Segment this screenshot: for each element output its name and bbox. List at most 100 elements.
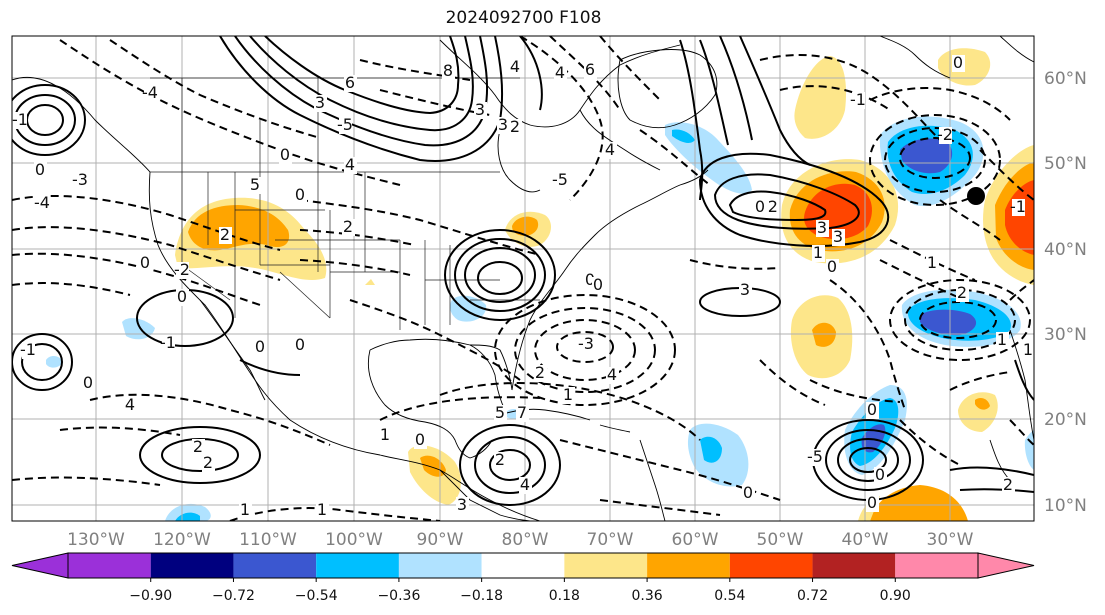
contour-label: 0 [177, 287, 187, 306]
contour-label: -1 [12, 110, 28, 129]
contour-label: 1 [927, 253, 937, 272]
colorbar-segment [647, 553, 730, 578]
contour-label: 4 [555, 63, 565, 82]
lon-label: 90°W [417, 530, 464, 550]
colorbar-segment [316, 553, 399, 578]
contour-label: 3 [315, 93, 325, 112]
colorbar-label: −0.90 [129, 588, 172, 604]
contour-label: 0 [280, 145, 290, 164]
colorbar-segment [812, 553, 896, 578]
contour-label: 2 [510, 117, 520, 136]
colorbar-segment [895, 553, 978, 578]
contour-label: 0 [295, 185, 305, 204]
lat-label: 40°N [1044, 240, 1087, 260]
contour-label: -5 [337, 115, 353, 134]
map-frame [11, 35, 1035, 522]
shade-natl-pos [794, 56, 847, 139]
contour-label: 3 [833, 227, 843, 246]
shade-atl-neg-n3 [900, 138, 953, 174]
shade-atl-neg-m3 [920, 309, 977, 336]
contour-label: 1 [1023, 340, 1033, 359]
lat-label: 60°N [1044, 69, 1087, 89]
contour-label: 3 [498, 115, 508, 134]
shade-atl-pos-m2 [812, 322, 836, 347]
contour-label: 0 [295, 335, 305, 354]
lon-label: 60°W [672, 530, 719, 550]
colorbar-segment [729, 553, 813, 578]
contour-label: -3 [72, 170, 88, 189]
colorbar-label: −0.54 [295, 588, 338, 604]
contour-label: 3 [817, 218, 827, 237]
colorbar-over-arrow [977, 552, 1035, 579]
contour-label: 2 [957, 283, 967, 302]
contour-label: 3 [475, 100, 485, 119]
colorbar-segment [481, 553, 565, 578]
contour-label: 2 [203, 453, 213, 472]
lon-label: 130°W [67, 530, 125, 550]
contour-label: 2 [193, 437, 203, 456]
contour-label: -2 [937, 125, 953, 144]
lon-label: 70°W [587, 530, 634, 550]
shade-se-pos2 [975, 398, 990, 410]
contour-label: 2 [343, 217, 353, 236]
graticule [12, 36, 1034, 521]
coastlines [12, 36, 1034, 521]
contour-label: 7 [517, 403, 527, 422]
shade-pacific-neg2 [46, 356, 63, 368]
lon-label: 50°W [757, 530, 804, 550]
contour-label: 0 [743, 483, 753, 502]
shade-west-us-core [188, 205, 290, 251]
colorbar-segment [68, 553, 151, 578]
contour-label: 0 [255, 337, 265, 356]
contour-label: 4 [510, 57, 520, 76]
colorbar-label: 0.90 [880, 588, 911, 604]
colorbar-segment [398, 553, 482, 578]
contour-label: 4 [607, 365, 617, 384]
map-title: 2024092700 F108 [445, 8, 602, 28]
colorbar-label: 0.54 [714, 588, 745, 604]
lat-label: 30°N [1044, 325, 1087, 345]
contour-label: -1 [850, 90, 866, 109]
contour-label: 4 [605, 140, 615, 159]
contour-label: 2 [535, 363, 545, 382]
contour-label: 3 [740, 280, 750, 299]
black-dot-icon [967, 187, 985, 205]
lon-label: 40°W [842, 530, 889, 550]
contour-label: 4 [125, 395, 135, 414]
shade-bottom-pos [870, 485, 968, 521]
latitude-labels: 60°N 50°N 40°N 30°N 20°N 10°N [1044, 69, 1087, 516]
contour-label: 0 [35, 160, 45, 179]
lat-label: 20°N [1044, 410, 1087, 430]
contour-label: -1 [1010, 197, 1026, 216]
contour-label: 1 [380, 425, 390, 444]
contour-label: 1 [997, 330, 1007, 349]
contour-label: -5 [552, 170, 568, 189]
lat-label: 50°N [1044, 154, 1087, 174]
contour-label: -4 [34, 193, 50, 212]
shade-nfld-core [672, 129, 695, 143]
contour-label: 0 [593, 275, 603, 294]
contour-label: 0 [953, 53, 963, 72]
colorbar-label: −0.72 [212, 588, 255, 604]
shade-pacific-neg3-core [175, 512, 200, 521]
contour-label: 0 [755, 197, 765, 216]
contour-label: 1 [563, 385, 573, 404]
lon-label: 110°W [239, 530, 297, 550]
contour-label: 6 [345, 73, 355, 92]
contour-label: 5 [495, 403, 505, 422]
contour-label: 2 [495, 450, 505, 469]
contour-label: 0 [867, 493, 877, 512]
shade-carib-atl-neg2 [700, 436, 722, 463]
contour-label: -5 [807, 447, 823, 466]
lon-label: 80°W [502, 530, 549, 550]
shade-edge-neg [1024, 430, 1034, 470]
lat-label: 10°N [1044, 496, 1087, 516]
colorbar-label: 0.18 [549, 588, 580, 604]
contour-label: 3 [457, 495, 467, 514]
lon-label: 100°W [325, 530, 383, 550]
colorbar-segment [150, 553, 234, 578]
contour-label: 4 [520, 475, 530, 494]
contour-label: 0 [827, 257, 837, 276]
contour-label: 0 [83, 373, 93, 392]
